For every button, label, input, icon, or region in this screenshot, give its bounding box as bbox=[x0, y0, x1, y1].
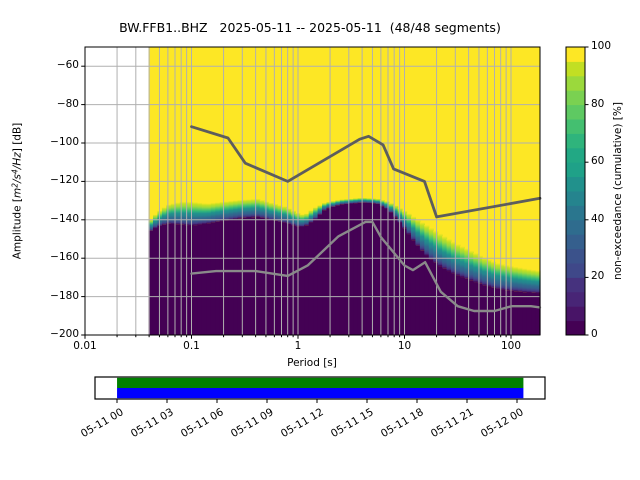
colorbar-tick-label: 40 bbox=[591, 213, 605, 226]
colorbar-tick-label: 20 bbox=[591, 270, 605, 283]
y-tick-label: −60 bbox=[56, 59, 79, 72]
ppsd-mesh bbox=[148, 47, 541, 335]
coverage-segment-green bbox=[117, 377, 524, 388]
colorbar-tick-label: 80 bbox=[591, 97, 605, 110]
x-axis-label: Period [s] bbox=[287, 357, 337, 369]
coverage-segment-blue bbox=[117, 388, 524, 399]
y-axis-label: Amplitude [m2/s4/Hz] [dB] bbox=[10, 122, 24, 260]
plot-frame bbox=[81, 46, 541, 339]
x-tick-label: 100 bbox=[500, 340, 522, 352]
colorbar-tick-label: 0 bbox=[591, 328, 598, 341]
x-tick-label: 0.1 bbox=[183, 340, 200, 352]
y-tick-label: −200 bbox=[50, 328, 79, 341]
coverage-timeline-bar bbox=[94, 376, 546, 403]
colorbar bbox=[565, 46, 589, 336]
y-tick-label: −100 bbox=[50, 136, 79, 149]
gridlines bbox=[85, 47, 540, 335]
colorbar-label: non-exceedance (cumulative) [%] bbox=[612, 102, 624, 280]
x-tick-label: 10 bbox=[397, 340, 412, 352]
nlnm-line bbox=[190, 220, 542, 313]
page-title: BW.FFB1..BHZ 2025-05-11 -- 2025-05-11 (4… bbox=[119, 20, 501, 35]
y-tick-label: −140 bbox=[50, 213, 79, 226]
x-tick-label: 0.01 bbox=[73, 340, 97, 352]
y-tick-label: −80 bbox=[56, 97, 79, 110]
colorbar-tick-label: 60 bbox=[591, 155, 605, 168]
y-tick-label: −160 bbox=[50, 251, 79, 264]
y-tick-label: −180 bbox=[50, 289, 79, 302]
x-tick-label: 1 bbox=[294, 340, 302, 352]
y-tick-label: −120 bbox=[50, 174, 79, 187]
noise-model-lines bbox=[190, 125, 542, 313]
nhnm-line bbox=[190, 125, 542, 219]
colorbar-tick-label: 100 bbox=[591, 40, 612, 53]
